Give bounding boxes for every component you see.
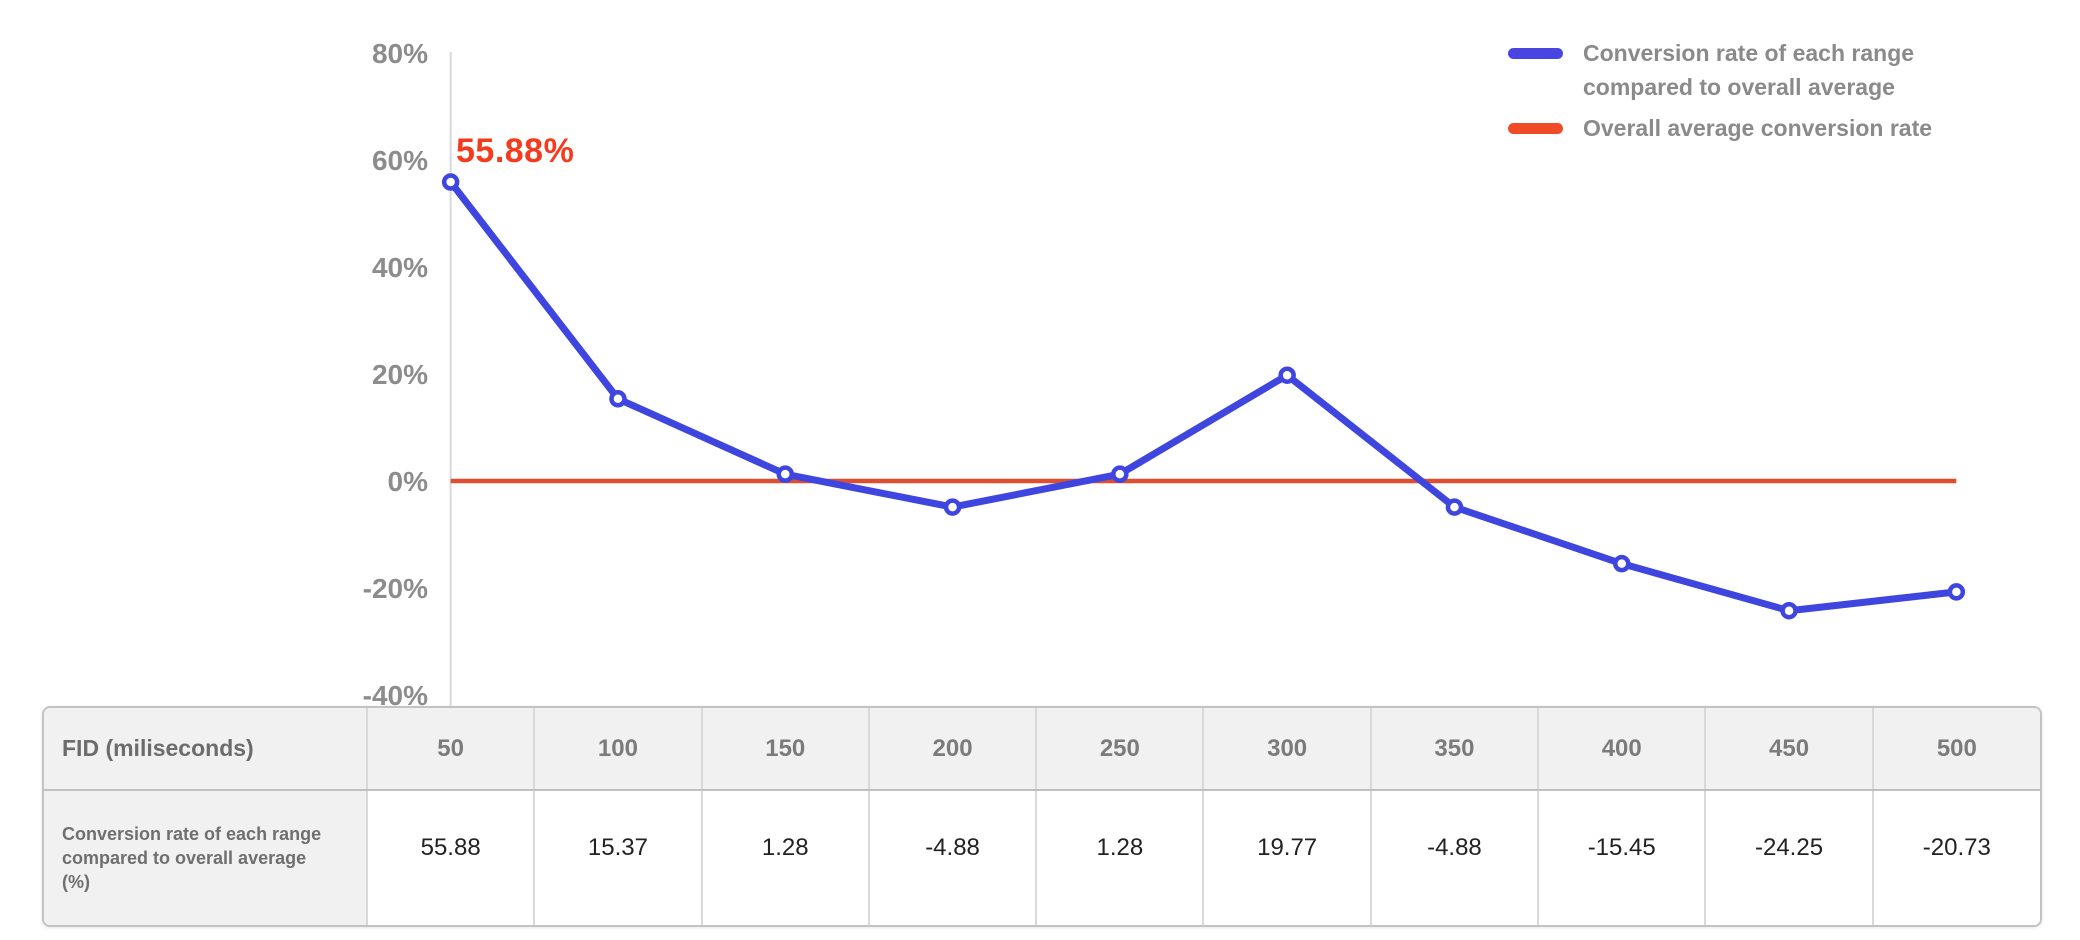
table-column-header: 400 (1537, 708, 1706, 791)
y-tick-label: -40% (363, 680, 428, 711)
y-tick-label: 80% (372, 38, 428, 69)
table-column-header: 300 (1202, 708, 1371, 791)
table-column-header: 50 (365, 708, 535, 791)
data-table: FID (miliseconds) 50 100 150 200 250 300 350 40… (44, 708, 2040, 925)
conversion-rate-line (447, 178, 1960, 615)
y-tick-label: 60% (372, 145, 428, 176)
legend-item: Overall average conversion rate (1508, 111, 1963, 145)
table-column-header: 150 (700, 708, 869, 791)
table-data-row: Conversion rate of each range compared t… (44, 790, 2040, 925)
first-point-value-callout: 55.88% (456, 132, 575, 170)
table-row-label: Conversion rate of each range compared t… (44, 790, 367, 925)
table-column-header: 450 (1704, 708, 1873, 791)
table-value-cell: -15.45 (1537, 790, 1706, 925)
table-value-cell: 1.28 (1035, 790, 1204, 925)
table-value-cell: 15.37 (533, 790, 702, 925)
data-point-marker (441, 173, 460, 191)
table-header-row: FID (miliseconds) 50 100 150 200 250 300 350 40… (44, 708, 2040, 791)
legend-label: Conversion rate of each range compared t… (1583, 40, 1915, 100)
data-point-marker (1111, 465, 1129, 483)
table-value-cell: 19.77 (1202, 790, 1371, 925)
table-value-cell: -4.88 (1369, 790, 1539, 925)
legend-item: Conversion rate of each range compared t… (1508, 36, 1963, 104)
table-value-cell: 1.28 (700, 790, 869, 925)
legend-swatch (1508, 123, 1563, 134)
y-tick-label: 40% (372, 252, 428, 283)
table-value-cell: -20.73 (1871, 790, 2040, 925)
table-column-header: 100 (533, 708, 702, 791)
table-corner-label: FID (miliseconds) (44, 708, 367, 791)
table-column-header: 350 (1369, 708, 1539, 791)
y-tick-label: 20% (372, 359, 428, 390)
data-point-marker (1780, 601, 1798, 620)
legend-label: Overall average conversion rate (1583, 115, 1933, 141)
table-column-header: 250 (1035, 708, 1204, 791)
table-value-cell: 55.88 (365, 790, 535, 925)
data-point-marker (609, 390, 627, 408)
y-tick-label: 0% (388, 466, 429, 497)
data-table-container: FID (miliseconds) 50 100 150 200 250 300 350 40… (42, 706, 2042, 927)
table-column-header: 500 (1871, 708, 2040, 791)
legend-swatch (1508, 48, 1563, 59)
table-column-header: 200 (867, 708, 1037, 791)
data-point-marker (1947, 583, 1966, 601)
data-point-marker (1613, 554, 1631, 573)
data-point-marker (1445, 498, 1464, 516)
y-tick-label: -20% (363, 573, 428, 604)
chart-legend: Conversion rate of each range compared t… (1508, 36, 1963, 145)
table-value-cell: -4.88 (867, 790, 1037, 925)
data-point-marker (776, 465, 794, 483)
data-point-marker (1278, 366, 1296, 384)
table-value-cell: -24.25 (1704, 790, 1873, 925)
data-point-marker (943, 498, 962, 516)
